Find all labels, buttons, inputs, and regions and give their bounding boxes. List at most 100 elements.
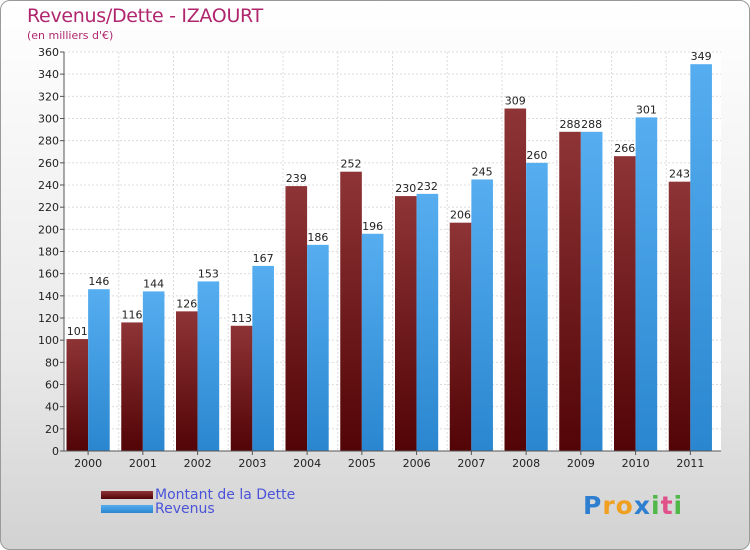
x-tick-label: 2009 bbox=[567, 457, 595, 470]
y-tick-label: 60 bbox=[45, 379, 59, 392]
data-label-revenue: 245 bbox=[472, 165, 493, 178]
x-tick-label: 2008 bbox=[512, 457, 540, 470]
y-tick-label: 40 bbox=[45, 401, 59, 414]
data-label-debt: 252 bbox=[341, 158, 362, 171]
bar-revenue bbox=[580, 131, 603, 452]
bar-debt bbox=[504, 108, 527, 452]
legend-item-debt: Montant de la Dette bbox=[101, 487, 295, 503]
x-tick-label: 2010 bbox=[622, 457, 650, 470]
x-tick-label: 2011 bbox=[676, 457, 704, 470]
logo-letter: o bbox=[615, 491, 634, 520]
data-label-debt: 230 bbox=[395, 182, 416, 195]
bar-revenue bbox=[307, 244, 329, 451]
y-tick-label: 120 bbox=[38, 312, 59, 325]
y-tick-label: 260 bbox=[38, 157, 59, 170]
x-tick-label: 2005 bbox=[348, 457, 376, 470]
legend-label-debt: Montant de la Dette bbox=[155, 487, 296, 503]
data-label-debt: 309 bbox=[505, 95, 526, 108]
y-tick-label: 0 bbox=[52, 445, 59, 458]
data-label-revenue: 232 bbox=[417, 180, 438, 193]
y-tick-label: 180 bbox=[38, 246, 59, 259]
bar-revenue bbox=[197, 281, 220, 451]
bar-revenue bbox=[471, 179, 493, 452]
y-tick-label: 340 bbox=[38, 68, 59, 81]
bar-debt bbox=[559, 131, 581, 452]
bar-debt bbox=[230, 325, 253, 451]
legend-swatch-revenue bbox=[101, 505, 153, 513]
x-tick-label: 2001 bbox=[129, 457, 157, 470]
bar-debt bbox=[66, 339, 89, 451]
bar-debt bbox=[176, 311, 198, 451]
y-tick-label: 160 bbox=[38, 268, 59, 281]
bar-debt bbox=[668, 181, 691, 452]
x-tick-label: 2006 bbox=[403, 457, 431, 470]
legend-item-revenue: Revenus bbox=[101, 501, 215, 517]
y-tick-label: 240 bbox=[38, 179, 59, 192]
data-label-debt: 206 bbox=[450, 209, 471, 222]
bar-revenue bbox=[690, 64, 712, 452]
data-label-debt: 239 bbox=[286, 172, 307, 185]
bar-debt bbox=[285, 186, 308, 451]
logo-letter: i bbox=[673, 491, 684, 520]
data-label-debt: 266 bbox=[614, 142, 635, 155]
data-label-revenue: 167 bbox=[253, 252, 274, 265]
bar-revenue bbox=[252, 265, 274, 451]
grid-lines bbox=[64, 51, 721, 452]
proxiti-logo: Proxiti bbox=[583, 491, 683, 520]
data-label-debt: 113 bbox=[231, 312, 252, 325]
y-tick-label: 360 bbox=[38, 46, 59, 59]
x-tick-label: 2007 bbox=[457, 457, 485, 470]
logo-letter: r bbox=[602, 491, 616, 520]
bar-debt bbox=[614, 156, 636, 451]
y-tick-label: 200 bbox=[38, 223, 59, 236]
data-label-revenue: 260 bbox=[526, 149, 547, 162]
bar-revenue bbox=[416, 193, 439, 451]
data-label-revenue: 301 bbox=[636, 103, 657, 116]
data-label-revenue: 196 bbox=[362, 220, 383, 233]
x-tick-label: 2000 bbox=[74, 457, 102, 470]
y-tick-label: 220 bbox=[38, 201, 59, 214]
bar-revenue bbox=[526, 162, 548, 452]
data-label-debt: 288 bbox=[560, 118, 581, 131]
y-tick-label: 20 bbox=[45, 423, 59, 436]
data-label-revenue: 186 bbox=[307, 231, 328, 244]
data-label-debt: 126 bbox=[176, 297, 197, 310]
data-label-revenue: 349 bbox=[691, 50, 712, 63]
chart-subtitle: (en milliers d'€) bbox=[27, 29, 114, 42]
data-label-debt: 101 bbox=[67, 325, 88, 338]
bar-revenue bbox=[361, 233, 384, 451]
x-tick-label: 2002 bbox=[184, 457, 212, 470]
y-tick-label: 280 bbox=[38, 135, 59, 148]
bar-debt bbox=[395, 196, 417, 451]
data-label-revenue: 288 bbox=[581, 118, 602, 131]
x-tick-label: 2004 bbox=[293, 457, 321, 470]
y-tick-label: 300 bbox=[38, 113, 59, 126]
bar-revenue bbox=[142, 291, 165, 451]
chart-title: Revenus/Dette - IZAOURT bbox=[27, 5, 263, 27]
bar-revenue bbox=[635, 117, 658, 452]
data-label-revenue: 144 bbox=[143, 277, 164, 290]
legend-label-revenue: Revenus bbox=[155, 501, 215, 517]
bar-revenue bbox=[88, 289, 110, 451]
axes: 0 20 40 60 80 100 120 140 160 180 200 220 240 260 280 3… bbox=[38, 46, 721, 470]
y-tick-label: 140 bbox=[38, 290, 59, 303]
legend-swatch-debt bbox=[101, 491, 153, 499]
bar-debt bbox=[121, 322, 143, 451]
y-tick-label: 80 bbox=[45, 356, 59, 369]
bar-debt bbox=[449, 222, 472, 451]
y-tick-label: 320 bbox=[38, 90, 59, 103]
data-label-revenue: 146 bbox=[88, 275, 109, 288]
logo-letter: P bbox=[583, 491, 603, 520]
data-label-debt: 116 bbox=[122, 308, 143, 321]
logo-letter: i bbox=[651, 491, 661, 520]
y-tick-label: 100 bbox=[38, 334, 59, 347]
x-tick-label: 2003 bbox=[238, 457, 266, 470]
data-label-debt: 243 bbox=[669, 168, 690, 181]
logo-letter: t bbox=[660, 491, 674, 520]
logo-letter: x bbox=[633, 491, 651, 520]
data-label-revenue: 153 bbox=[198, 267, 219, 280]
bar-debt bbox=[340, 171, 362, 451]
